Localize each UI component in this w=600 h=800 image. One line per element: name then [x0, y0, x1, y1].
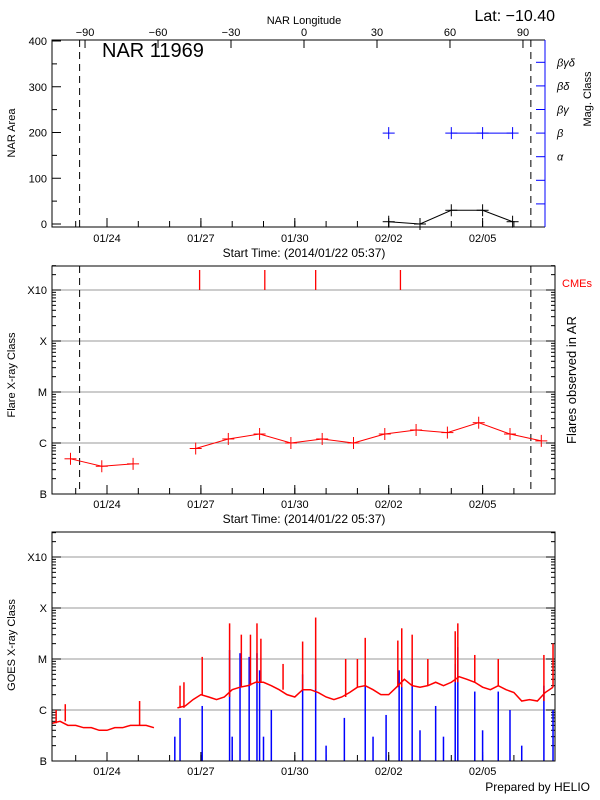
flare-point [253, 428, 266, 441]
x-tick-label: 01/27 [187, 766, 215, 778]
flare-point [189, 442, 202, 455]
x-tick-label: 02/02 [375, 233, 403, 245]
flare-axis-title: Flare X-ray Class [6, 332, 18, 417]
panel1-x-title: Start Time: (2014/01/22 05:37) [223, 246, 386, 260]
panel2-x-title: Start Time: (2014/01/22 05:37) [223, 512, 386, 526]
y-tick-label: X10 [27, 552, 47, 564]
flare-point [378, 428, 391, 441]
area-point [414, 218, 426, 230]
goes-long-line [52, 720, 155, 732]
latitude-label: Lat: −10.40 [474, 8, 555, 25]
flare-point [64, 452, 77, 465]
area-point [382, 215, 395, 228]
y-tick-label: M [38, 387, 47, 399]
y-tick-label: C [39, 438, 47, 450]
x-tick-label: 02/05 [469, 766, 497, 778]
y-tick-label: 400 [29, 36, 47, 48]
cme-label: CMEs [562, 278, 592, 290]
lon-tick-label: 60 [444, 27, 456, 39]
flare-line [195, 422, 542, 449]
y-tick-label: 300 [29, 82, 47, 94]
x-tick-label: 02/02 [375, 766, 403, 778]
flare-point [441, 426, 454, 439]
y-tick-label: 100 [29, 173, 47, 185]
goes-axis-title: GOES X-ray Class [6, 599, 18, 691]
lon-tick-label: 90 [517, 27, 529, 39]
panel3-frame [51, 531, 556, 762]
x-tick-label: 01/30 [281, 499, 309, 511]
y-tick-label: B [40, 489, 47, 501]
lon-tick-label: −30 [222, 27, 241, 39]
mag-class-point [506, 127, 519, 140]
flare-point [95, 460, 108, 473]
top-axis-title: NAR Longitude [267, 15, 342, 27]
area-axis-title: NAR Area [6, 108, 18, 158]
flare-point [472, 416, 485, 429]
panel1-frame [51, 39, 545, 228]
y-tick-label: C [39, 705, 47, 717]
mag-class-point [476, 127, 489, 140]
lon-tick-label: −90 [76, 27, 95, 39]
y-tick-label: X [40, 336, 48, 348]
mag-class-point [382, 127, 395, 140]
mag-class-tick-label: βγ [556, 105, 570, 117]
lon-tick-label: −60 [149, 27, 168, 39]
x-tick-label: 01/30 [281, 233, 309, 245]
x-tick-label: 02/02 [375, 499, 403, 511]
area-point [445, 204, 458, 217]
y-tick-label: 0 [41, 219, 47, 231]
mag-class-point [445, 127, 458, 140]
area-point [476, 204, 489, 217]
x-tick-label: 02/05 [469, 233, 497, 245]
lon-tick-label: 0 [301, 27, 307, 39]
x-tick-label: 01/27 [187, 233, 215, 245]
mag-class-tick-label: β [556, 128, 564, 140]
x-tick-label: 01/27 [187, 499, 215, 511]
x-tick-label: 01/24 [93, 766, 121, 778]
flares-observed-label: Flares observed in AR [564, 316, 579, 444]
y-tick-label: X [40, 603, 48, 615]
flare-point [316, 432, 329, 445]
flare-point [535, 434, 548, 447]
mag-class-axis-title: Mag. Class [582, 71, 594, 127]
flare-point [410, 423, 423, 436]
mag-class-tick-label: βδ [556, 81, 570, 93]
flare-point [222, 432, 235, 445]
x-tick-label: 01/24 [93, 499, 121, 511]
y-tick-label: M [38, 654, 47, 666]
region-title: NAR 11969 [102, 40, 204, 62]
flare-point [503, 428, 516, 441]
area-point [506, 215, 519, 228]
x-tick-label: 02/05 [469, 499, 497, 511]
mag-class-tick-label: βγδ [556, 57, 576, 69]
flare-point [284, 437, 297, 449]
x-tick-label: 01/24 [93, 233, 121, 245]
panel2-frame [51, 265, 556, 495]
flare-point [347, 437, 360, 449]
mag-class-tick-label: α [557, 152, 564, 164]
credit-label: Prepared by HELIO [485, 780, 590, 794]
x-tick-label: 01/30 [281, 766, 309, 778]
lon-tick-label: 30 [371, 27, 383, 39]
y-tick-label: 200 [29, 128, 47, 140]
area-line [388, 209, 513, 225]
y-tick-label: B [40, 756, 47, 768]
flare-point [127, 457, 140, 470]
y-tick-label: X10 [27, 285, 47, 297]
